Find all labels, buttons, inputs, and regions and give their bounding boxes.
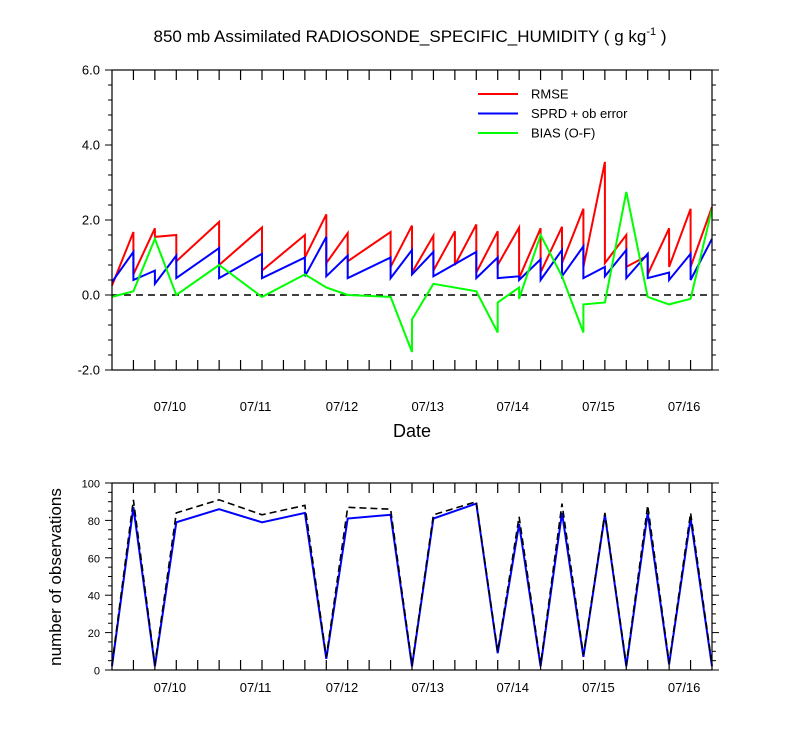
title-superscript: -1 xyxy=(646,26,656,38)
top-x-tick-label: 07/11 xyxy=(240,399,272,414)
top-x-tick-label: 07/12 xyxy=(326,399,359,414)
top-y-tick-label: 0.0 xyxy=(82,288,100,303)
bottom-y-tick-label: 20 xyxy=(88,628,100,640)
top-panel: 07/10 07/11 07/12 07/13 07/14 07/15 07/16 -2.0 0… xyxy=(78,63,719,414)
top-x-tick-label: 07/10 xyxy=(154,399,187,414)
legend-label: RMSE xyxy=(531,87,569,102)
bottom-series-assimilated xyxy=(111,502,713,667)
bottom-x-tick-label: 07/16 xyxy=(668,680,701,695)
chart-title: 850 mb Assimilated RADIOSONDE_SPECIFIC_H… xyxy=(154,26,667,46)
bottom-y-tick-label: 100 xyxy=(82,479,100,491)
bottom-x-tick-label: 07/11 xyxy=(240,680,272,695)
bottom-x-tick-label: 07/13 xyxy=(411,680,444,695)
bottom-y-tick-label: 0 xyxy=(94,666,100,678)
bottom-y-axis-label: number of observations xyxy=(46,488,65,666)
top-y-tick-label: -2.0 xyxy=(78,363,100,378)
bottom-series-available xyxy=(111,498,713,665)
top-y-tick-label: 4.0 xyxy=(82,138,100,153)
legend-label: BIAS (O-F) xyxy=(531,126,595,141)
bottom-panel: 07/10 07/11 07/12 07/13 07/14 07/15 07/16 0 20 40… xyxy=(82,479,719,695)
bottom-x-tick-label: 07/10 xyxy=(154,680,187,695)
top-x-axis-label: Date xyxy=(393,421,431,441)
bottom-y-tick-label: 80 xyxy=(88,516,100,528)
bottom-x-tick-label: 07/15 xyxy=(582,680,615,695)
top-series-sprd-ob-error xyxy=(111,236,713,287)
bottom-x-tick-label: 07/14 xyxy=(496,680,529,695)
top-x-tick-label: 07/13 xyxy=(411,399,444,414)
top-y-tick-label: 2.0 xyxy=(82,213,100,228)
top-x-tick-label: 07/16 xyxy=(668,399,701,414)
top-x-tick-label: 07/15 xyxy=(582,399,615,414)
top-x-tick-label: 07/14 xyxy=(496,399,529,414)
legend: RMSE SPRD + ob error BIAS (O-F) xyxy=(478,87,628,141)
bottom-y-tick-label: 60 xyxy=(88,553,100,565)
top-y-tick-label: 6.0 xyxy=(82,63,100,78)
bottom-y-tick-label: 40 xyxy=(88,591,100,603)
top-series-bias-o-f xyxy=(111,191,713,353)
legend-label: SPRD + ob error xyxy=(531,106,628,121)
bottom-x-tick-label: 07/12 xyxy=(326,680,359,695)
